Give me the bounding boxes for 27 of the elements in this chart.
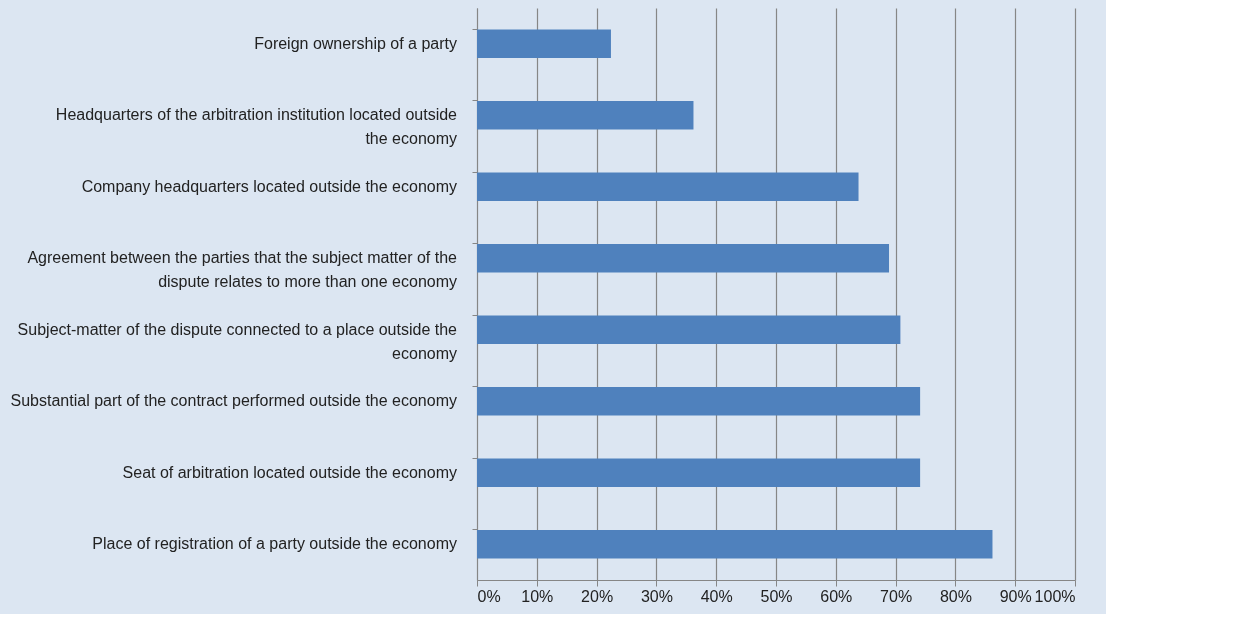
bar xyxy=(477,29,611,59)
x-tick-label: 90% xyxy=(999,587,1032,605)
bar xyxy=(477,172,859,202)
x-tick-label: 60% xyxy=(820,587,853,605)
bar xyxy=(477,458,921,488)
x-tick-label: 70% xyxy=(880,587,913,605)
x-tick-label: 100% xyxy=(1034,587,1076,605)
x-tick-label: 10% xyxy=(521,587,554,605)
x-tick-label: 30% xyxy=(640,587,673,605)
y-tick-label: Place of registration of a party outside the economy xyxy=(92,535,457,553)
y-tick-label: Substantial part of the contract performed outside the economy xyxy=(10,392,457,410)
bar xyxy=(477,529,993,559)
y-tick-label: Seat of arbitration located outside the economy xyxy=(122,463,457,481)
bar xyxy=(477,100,694,130)
bar xyxy=(477,243,890,273)
y-tick-label: Headquarters of the arbitration institution located outside the economy xyxy=(55,106,458,148)
y-tick-label: Foreign ownership of a party xyxy=(254,34,457,52)
x-tick-label: 50% xyxy=(760,587,793,605)
x-tick-label: 20% xyxy=(581,587,614,605)
x-tick-label: 0% xyxy=(477,587,501,605)
x-tick-label: 40% xyxy=(700,587,733,605)
y-tick-label: Subject-matter of the dispute connected to a place outside the economy xyxy=(17,320,458,362)
y-tick-label: Company headquarters located outside the economy xyxy=(81,177,457,195)
bar xyxy=(477,386,921,416)
x-tick-label: 80% xyxy=(939,587,972,605)
y-tick-label: Agreement between the parties that the subject matter of the dispute relates to more than one economy xyxy=(27,249,458,291)
bar xyxy=(477,315,901,345)
